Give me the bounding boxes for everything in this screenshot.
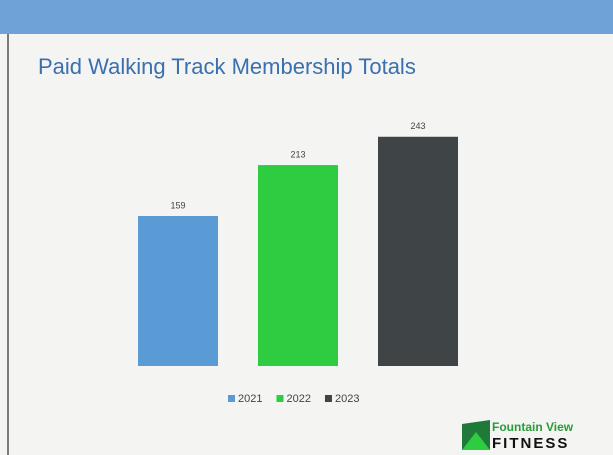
- legend-label: 2022: [286, 393, 310, 405]
- logo-line2: FITNESS: [492, 435, 569, 452]
- logo: Fountain View FITNESS: [462, 420, 574, 452]
- legend-swatch: [324, 395, 332, 402]
- header-band: [0, 0, 613, 34]
- data-label: 159: [170, 200, 185, 210]
- logo-icon-accent: [462, 432, 490, 450]
- legend-label: 2023: [335, 393, 359, 405]
- bar: [258, 165, 338, 366]
- legend-label: 2021: [238, 393, 262, 405]
- logo-line1: Fountain View: [492, 420, 574, 434]
- bar: [378, 136, 458, 366]
- legend: 2021 2022 2023: [228, 393, 359, 405]
- legend-swatch: [228, 395, 235, 402]
- data-label: 213: [290, 149, 305, 159]
- chart-title: Paid Walking Track Membership Totals: [38, 54, 416, 79]
- data-label: 243: [410, 121, 425, 131]
- legend-swatch: [276, 395, 284, 402]
- bar: [138, 216, 218, 366]
